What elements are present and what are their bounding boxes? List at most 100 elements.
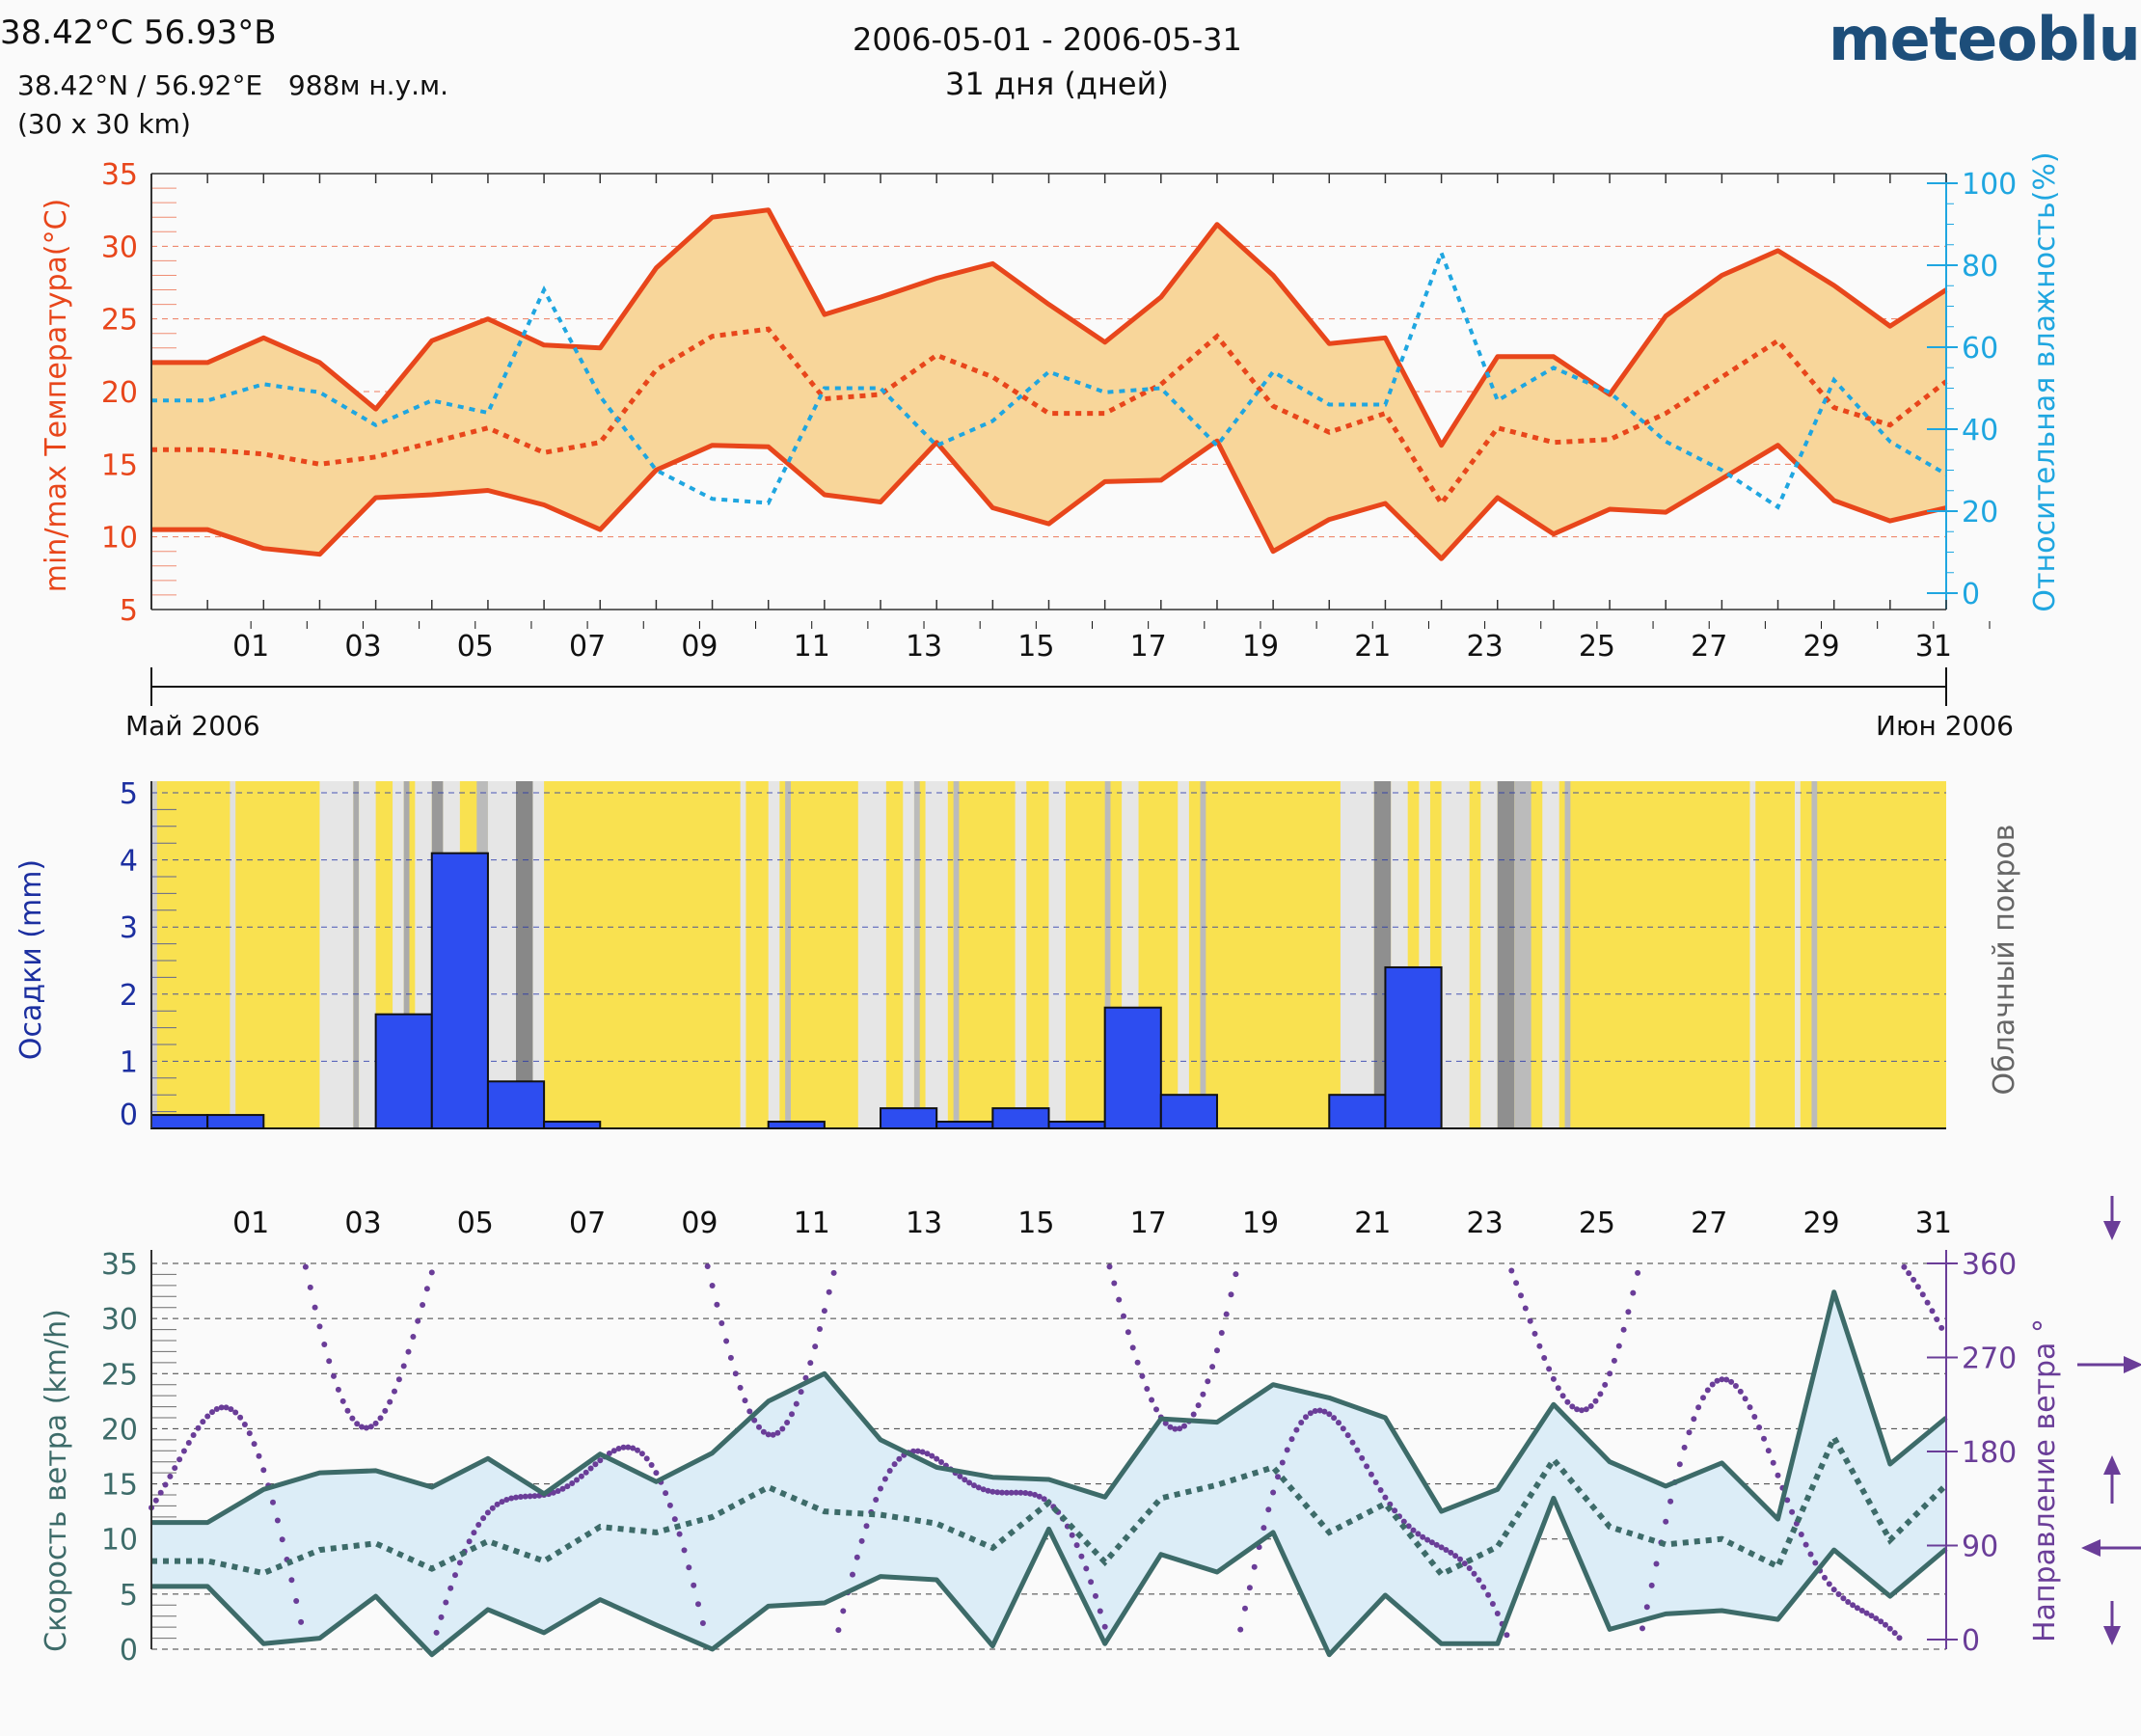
wind-direction-dot [1466,1565,1473,1571]
grid-resolution: (30 x 30 km) [17,108,191,140]
wind-direction-dot [1368,1471,1374,1478]
wind-range-band [151,1291,1946,1655]
wind-direction-dot [1938,1324,1945,1331]
wind-direction-dot [316,1323,323,1330]
wind-direction-dot [1643,1604,1650,1611]
wind-min-line [151,1495,1948,1658]
wind-direction-dot [1017,1489,1024,1496]
precip-tick-label: 5 [120,777,138,811]
wind-direction-dot [167,1473,174,1479]
wind-direction-dot [1723,1376,1730,1383]
wind-direction-dot [256,1452,262,1459]
wind-direction-dot [620,1444,627,1451]
wind-direction-dot [1364,1463,1370,1470]
wind-date-tick-label: 07 [569,1207,606,1240]
wind-direction-dot [1911,1276,1917,1283]
wind-direction-dot [1807,1551,1814,1558]
month-label-jun: Июн 2006 [1876,710,2014,742]
wind-direction-dot [223,1404,230,1411]
wind-direction-dot [1139,1372,1146,1379]
cloud-cover-band [1178,781,1189,1128]
date-range: 2006-05-01 - 2006-05-31 [853,21,1242,58]
wind-direction-dot [606,1451,612,1456]
humidity-tick-label: 20 [1962,496,1998,529]
wind-direction-dot [531,1493,538,1500]
wind-direction-dot [1303,1414,1309,1421]
wind-direction-dot [1873,1615,1880,1622]
wind-direction-dot [1167,1424,1174,1430]
wind-direction-dot [1934,1316,1940,1322]
wind-direction-dot [574,1477,580,1483]
wind-direction-dot [985,1487,991,1494]
cloud-cover-band [953,781,960,1128]
wind-direction-dot [228,1406,234,1413]
wind-direction-dot [1457,1556,1463,1562]
wind-direction-dot [1784,1497,1791,1504]
wind-date-tick-label: 01 [232,1207,269,1240]
wind-direction-dot [387,1398,393,1405]
precip-bar [935,1121,994,1130]
wind-direction-dot [209,1409,215,1416]
wind-direction-dot [1541,1355,1548,1361]
wind-tick-label: 30 [101,1303,138,1337]
precip-bar [543,1121,602,1130]
cloud-cover-band [393,781,404,1128]
wind-direction-dot [232,1409,239,1416]
wind-direction-dot [1336,1420,1342,1426]
date-tick-label: 03 [344,630,381,664]
wind-direction-dot [1579,1407,1585,1414]
temp-axis-label: min/max Температура(°C) [40,199,73,593]
date-tick-label: 31 [1915,630,1952,664]
wind-direction-dot [914,1448,921,1454]
precip-bar [1047,1121,1106,1130]
wind-direction-dot [1789,1508,1796,1515]
wind-direction-dot [1770,1459,1776,1466]
meteoblue-logo[interactable]: meteoblue [1829,4,2141,74]
temp-tick-label: 20 [101,376,138,410]
wind-direction-dot [756,1424,762,1430]
wind-direction-dot [241,1422,248,1427]
wind-direction-dot [517,1494,524,1500]
wind-date-tick-label: 23 [1467,1207,1504,1240]
wind-direction-dot [840,1608,847,1614]
wind-direction-dot [1129,1344,1136,1351]
wind-direction-dot [704,1263,711,1269]
cloud-cover-band [151,781,157,1128]
wind-direction-dot [1218,1330,1225,1336]
wind-direction-dot [1331,1415,1338,1422]
wind-direction-dot [765,1431,772,1438]
wind-direction-dot [1863,1610,1870,1616]
wind-date-tick-label: 31 [1915,1207,1952,1240]
wind-direction-dot [1835,1591,1842,1597]
wind-direction-dot [1448,1549,1454,1556]
humidity-tick-label: 60 [1962,332,1998,366]
wind-direction-dot [1695,1404,1702,1411]
wind-date-tick-label: 17 [1130,1207,1167,1240]
compass-arrow-head [2103,1455,2121,1475]
wind-direction-dot [1293,1426,1300,1433]
cloud-cover-band [1340,781,1374,1128]
wind-direction-dot [1518,1292,1524,1299]
wind-direction-dot [513,1494,519,1501]
wind-direction-dot [349,1415,356,1422]
wind-direction-dot [559,1485,566,1492]
wind-direction-dot [527,1493,533,1500]
wind-direction-dot [1802,1541,1809,1548]
date-tick-label: 07 [569,630,606,664]
wind-direction-dot [1270,1489,1277,1496]
precip-bar [486,1080,546,1130]
wind-direction-dot [1513,1280,1520,1287]
cloud-cover-band [516,781,533,1128]
wind-direction-dot [610,1448,617,1454]
temp-tick-label: 35 [101,158,138,192]
wind-direction-dot [929,1452,935,1459]
wind-direction-dot [550,1489,556,1496]
wind-direction-dot [676,1531,683,1537]
wind-direction-dot [1392,1507,1398,1514]
wind-direction-dot [1106,1263,1113,1270]
wind-direction-dot [1765,1448,1772,1454]
wind-direction-dot [812,1343,819,1350]
wind-direction-dot [1924,1299,1931,1306]
wind-direction-dot [1410,1527,1417,1533]
